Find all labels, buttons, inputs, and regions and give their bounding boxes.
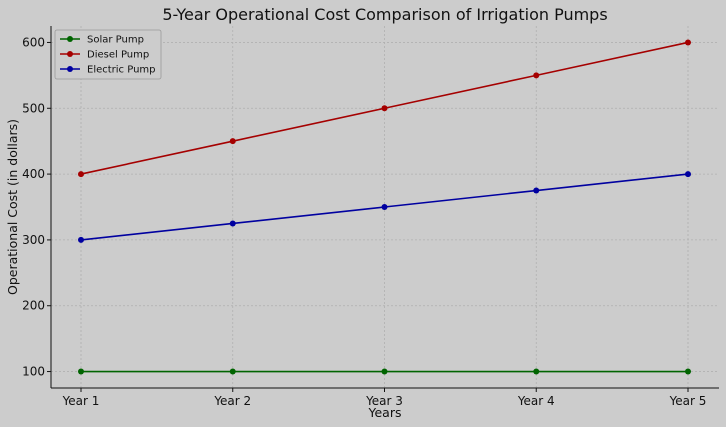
electric-pump-point [229,220,236,227]
legend-swatch-marker [67,66,73,72]
y-tick-label: 300 [22,233,45,247]
x-tick-label: Year 5 [669,394,707,408]
legend-label: Electric Pump [87,65,156,76]
y-axis-label: Operational Cost (in dollars) [5,119,20,295]
electric-pump-point [381,204,388,210]
solar-pump-point [533,368,540,375]
electric-pump-point [685,171,691,178]
solar-pump-point [78,368,84,375]
y-tick-label: 200 [22,299,45,313]
solar-pump-point [685,368,691,375]
axis-ticks: 100 200 300 400 500 600 Year 1 Year 2 Year 3 Year… [22,35,706,408]
legend-swatch-marker [67,36,73,42]
legend-label: Diesel Pump [87,50,149,61]
chart-title: 5-Year Operational Cost Comparison of Ir… [162,5,607,24]
electric-pump-point [533,187,540,194]
y-tick-label: 400 [22,167,45,181]
legend-label: Solar Pump [87,35,144,46]
y-tick-label: 600 [22,35,45,49]
diesel-pump-point [78,171,84,178]
y-tick-label: 500 [22,101,45,115]
electric-pump-point [78,236,84,243]
solar-pump-point [381,368,388,375]
x-axis-label: Years [368,405,402,420]
solar-pump-point [229,368,236,375]
x-tick-label: Year 4 [517,394,555,408]
legend-box [54,29,162,80]
legend-swatch-marker [67,51,73,57]
x-tick-label: Year 1 [62,394,100,408]
diesel-pump-point [533,72,540,79]
diesel-pump-point [685,39,691,46]
x-tick-label: Year 3 [365,394,403,408]
y-tick-label: 100 [22,365,45,379]
diesel-pump-point [229,138,236,145]
series-lines [78,39,691,375]
legend: Solar Pump Diesel Pump Electric Pump [54,29,162,80]
diesel-pump-point [381,105,388,112]
x-tick-label: Year 2 [213,394,251,408]
